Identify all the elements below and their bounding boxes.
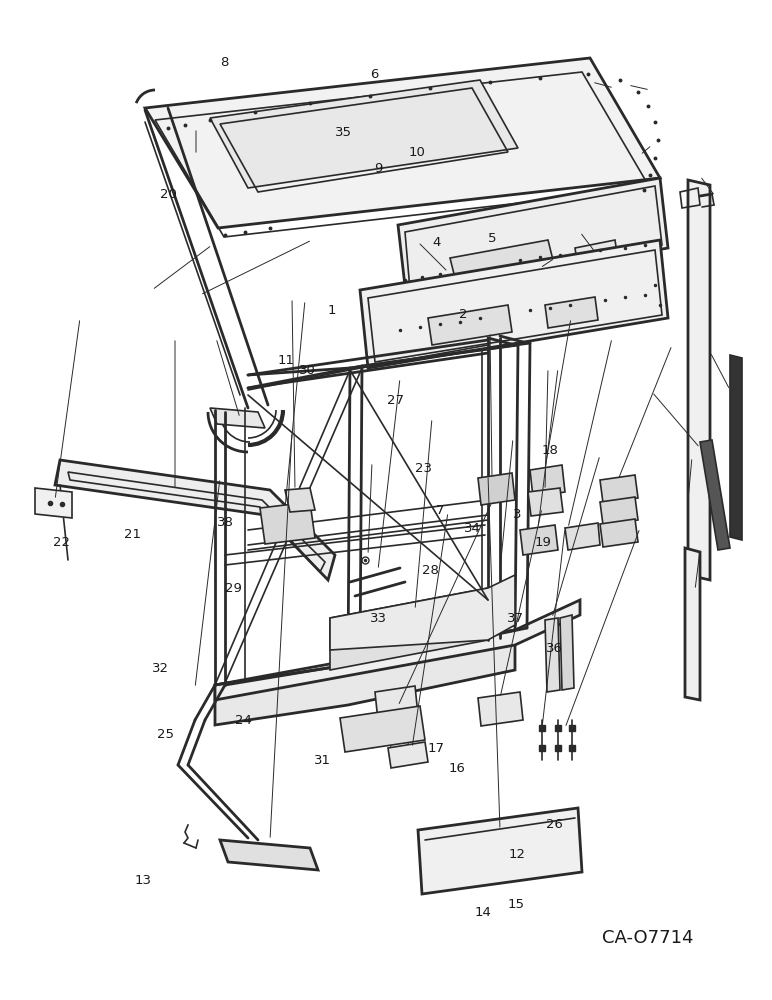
Text: 10: 10 [408, 145, 425, 158]
Polygon shape [545, 297, 598, 328]
Polygon shape [700, 440, 730, 550]
Text: 11: 11 [277, 354, 294, 366]
Text: 23: 23 [415, 462, 432, 475]
Text: 21: 21 [124, 528, 141, 542]
Text: 14: 14 [474, 906, 491, 918]
Text: 18: 18 [541, 444, 558, 456]
Text: 34: 34 [464, 522, 481, 534]
Text: 30: 30 [299, 363, 316, 376]
Polygon shape [478, 473, 515, 505]
Polygon shape [520, 525, 558, 555]
Polygon shape [685, 548, 700, 700]
Text: 5: 5 [488, 232, 497, 244]
Polygon shape [285, 488, 315, 512]
Text: 8: 8 [220, 55, 228, 68]
Text: 24: 24 [235, 714, 252, 726]
Text: 1: 1 [327, 304, 337, 316]
Polygon shape [330, 575, 515, 650]
Polygon shape [330, 588, 488, 670]
Text: 28: 28 [422, 564, 439, 576]
Text: 17: 17 [428, 742, 445, 754]
Text: 9: 9 [374, 161, 382, 174]
Text: 20: 20 [160, 188, 177, 202]
Polygon shape [340, 706, 425, 752]
Polygon shape [398, 178, 668, 295]
Polygon shape [575, 240, 618, 268]
Polygon shape [688, 180, 710, 580]
Polygon shape [600, 497, 638, 525]
Text: 12: 12 [509, 848, 526, 861]
Polygon shape [730, 355, 742, 540]
Polygon shape [478, 692, 523, 726]
Polygon shape [215, 630, 515, 725]
Text: 15: 15 [507, 898, 524, 912]
Text: 36: 36 [546, 642, 563, 654]
Text: 29: 29 [225, 582, 242, 594]
Text: CA-O7714: CA-O7714 [602, 929, 694, 947]
Polygon shape [220, 840, 318, 870]
Text: 26: 26 [546, 818, 563, 832]
Text: 35: 35 [335, 125, 352, 138]
Polygon shape [450, 240, 555, 286]
Text: 13: 13 [134, 874, 151, 886]
Polygon shape [360, 240, 668, 368]
Polygon shape [215, 600, 580, 700]
Text: 22: 22 [53, 536, 70, 548]
Polygon shape [560, 615, 574, 690]
Polygon shape [600, 519, 638, 547]
Polygon shape [210, 408, 265, 428]
Polygon shape [145, 58, 660, 228]
Polygon shape [428, 305, 512, 345]
Text: 38: 38 [217, 516, 234, 528]
Polygon shape [565, 523, 600, 550]
Text: 31: 31 [314, 754, 331, 766]
Polygon shape [545, 618, 560, 692]
Polygon shape [260, 502, 315, 544]
Polygon shape [35, 488, 72, 518]
Text: 7: 7 [435, 504, 445, 516]
Text: 6: 6 [371, 68, 378, 82]
Text: 32: 32 [152, 662, 169, 674]
Text: 25: 25 [157, 728, 174, 742]
Text: 27: 27 [387, 393, 404, 406]
Polygon shape [418, 808, 582, 894]
Polygon shape [600, 475, 638, 503]
Polygon shape [375, 686, 418, 721]
Text: 16: 16 [449, 762, 466, 774]
Polygon shape [210, 80, 518, 188]
Text: 3: 3 [513, 508, 522, 522]
Polygon shape [528, 488, 563, 516]
Text: 37: 37 [507, 611, 524, 624]
Text: 33: 33 [370, 611, 387, 624]
Polygon shape [530, 465, 565, 497]
Polygon shape [55, 460, 335, 580]
Text: 19: 19 [534, 536, 551, 550]
Polygon shape [388, 742, 428, 768]
Text: 2: 2 [459, 308, 468, 322]
Text: 4: 4 [432, 235, 440, 248]
